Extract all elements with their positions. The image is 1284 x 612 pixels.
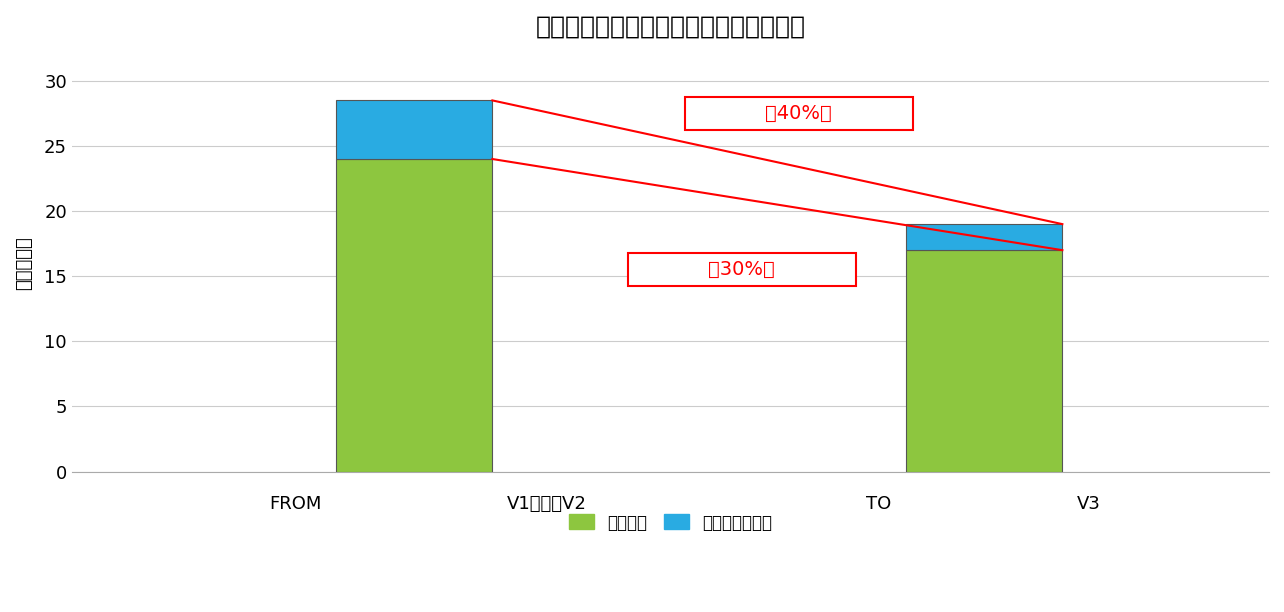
Bar [905,224,1062,250]
FancyBboxPatch shape [684,97,913,130]
Text: TO: TO [867,495,891,513]
Text: V1およびV2: V1およびV2 [507,495,587,513]
Bar [335,100,492,159]
Text: 約30%減: 約30%減 [709,260,776,279]
Text: V3: V3 [1076,495,1100,513]
FancyBboxPatch shape [628,253,855,286]
Title: 旋回時間と視野間移動時間の高速化効果: 旋回時間と視野間移動時間の高速化効果 [535,15,805,39]
Text: 約40%減: 約40%減 [765,104,832,123]
Legend: 旋回時間, 視野間移動時間: 旋回時間, 視野間移動時間 [562,507,779,538]
Y-axis label: 時間（秒）: 時間（秒） [15,236,33,290]
Text: FROM: FROM [268,495,321,513]
Bar [335,159,492,472]
Bar [905,250,1062,472]
